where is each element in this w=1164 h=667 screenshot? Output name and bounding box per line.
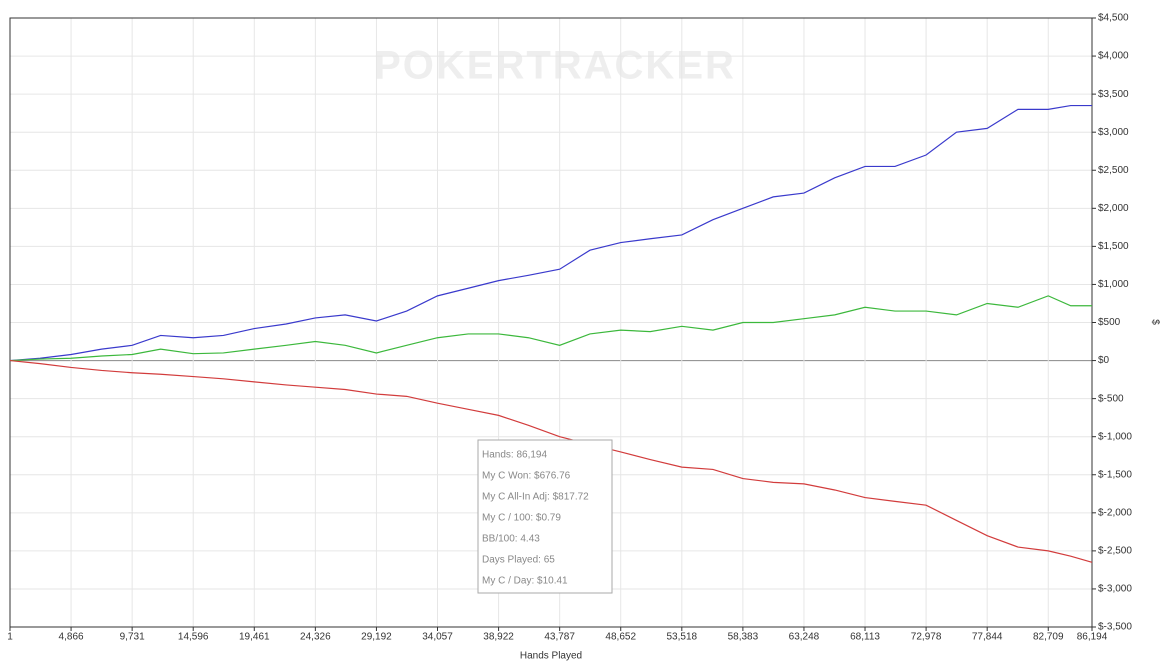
y-tick-label: $-1,000 xyxy=(1098,431,1132,442)
watermark: POKERTRACKER xyxy=(374,44,736,88)
x-tick-label: 82,709 xyxy=(1033,632,1064,643)
x-axis-label: Hands Played xyxy=(520,651,582,662)
y-axis-label: $ xyxy=(1149,319,1160,325)
x-tick-label: 77,844 xyxy=(972,632,1003,643)
y-tick-label: $4,000 xyxy=(1098,51,1129,62)
x-tick-label: 48,652 xyxy=(605,632,636,643)
tooltip-line: My C All-In Adj: $817.72 xyxy=(482,492,589,503)
tooltip-line: My C / 100: $0.79 xyxy=(482,513,561,524)
y-tick-label: $-3,000 xyxy=(1098,584,1132,595)
plot-frame xyxy=(9,17,1093,628)
series-line xyxy=(9,295,1092,362)
y-tick-label: $3,500 xyxy=(1098,89,1129,100)
y-tick-label: $500 xyxy=(1098,317,1121,328)
x-tick-label: 63,248 xyxy=(789,632,820,643)
x-tick-label: 29,192 xyxy=(361,632,392,643)
y-tick-label: $4,500 xyxy=(1098,13,1129,24)
x-tick-label: 68,113 xyxy=(850,632,880,643)
x-tick-label: 9,731 xyxy=(120,632,145,643)
y-tick-label: $3,000 xyxy=(1098,127,1129,138)
x-tick-label: 34,057 xyxy=(422,632,453,643)
tooltip-line: My C / Day: $10.41 xyxy=(482,576,568,587)
tooltip-line: BB/100: 4.43 xyxy=(482,534,540,545)
x-tick-label: 14,596 xyxy=(178,632,209,643)
x-tick-label: 53,518 xyxy=(667,632,698,643)
x-tick-label: 43,787 xyxy=(544,632,575,643)
series-line xyxy=(9,104,1092,362)
tooltip: Hands: 86,194 My C Won: $676.76 My C All-I… xyxy=(477,439,613,594)
y-tick-label: $2,000 xyxy=(1098,203,1129,214)
y-tick-label: $-3,500 xyxy=(1098,622,1132,633)
tooltip-line: My C Won: $676.76 xyxy=(482,471,571,482)
x-tick-label: 38,922 xyxy=(483,632,514,643)
x-tick-label: 24,326 xyxy=(300,632,331,643)
tooltip-line: Days Played: 65 xyxy=(482,555,555,566)
y-tick-label: $-500 xyxy=(1098,393,1124,404)
x-tick-label: 86,194 xyxy=(1077,632,1108,643)
y-tick-label: $2,500 xyxy=(1098,165,1129,176)
tooltip-line: Hands: 86,194 xyxy=(482,450,547,461)
x-tick-label: 19,461 xyxy=(239,632,270,643)
y-tick-label: $1,000 xyxy=(1098,279,1129,290)
x-tick-label: 1 xyxy=(7,632,13,643)
y-tick-label: $-2,500 xyxy=(1098,546,1132,557)
y-tick-label: $-1,500 xyxy=(1098,469,1132,480)
x-tick-label: 72,978 xyxy=(911,632,942,643)
series-line xyxy=(9,359,1093,563)
tooltip-box xyxy=(477,439,613,594)
y-tick-label: $-2,000 xyxy=(1098,507,1132,518)
y-tick-label: $1,500 xyxy=(1098,241,1129,252)
y-tick-label: $0 xyxy=(1098,355,1110,366)
x-tick-label: 4,866 xyxy=(59,632,84,643)
x-tick-label: 58,383 xyxy=(728,632,759,643)
